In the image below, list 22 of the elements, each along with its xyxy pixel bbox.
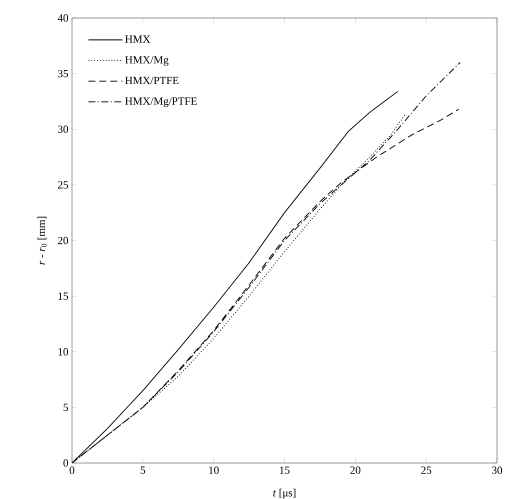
y-tick-label: 0 [63,459,68,467]
x-tick-label: 10 [209,466,219,474]
y-tick-label: 10 [58,348,68,356]
y-tick-label: 5 [64,404,68,412]
legend-label: HMX/Mg/PTFE [125,98,197,108]
legend-label: HMX/Mg [125,56,168,66]
y-tick-label: 40 [58,14,68,22]
legend-label: HMX/PTFE [125,76,178,84]
y-tick-label: 35 [58,70,68,78]
y-tick-label: 30 [58,126,68,133]
x-tick-label: 25 [421,466,432,474]
y-tick-label: 20 [58,236,68,244]
x-tick-label: 20 [350,466,360,474]
x-tick-label: 5 [140,466,146,474]
x-tick-label: 0 [70,466,74,474]
x-axis-title: t [μs] [273,488,296,499]
x-tick-label: 15 [280,466,290,474]
y-axis-title: r - r$_{0}$ [mm] [37,216,47,265]
y-tick-label: 15 [58,292,68,300]
y-tick-label: 25 [58,181,68,189]
legend-label: HMX [125,36,150,43]
x-tick-label: 30 [492,466,502,474]
